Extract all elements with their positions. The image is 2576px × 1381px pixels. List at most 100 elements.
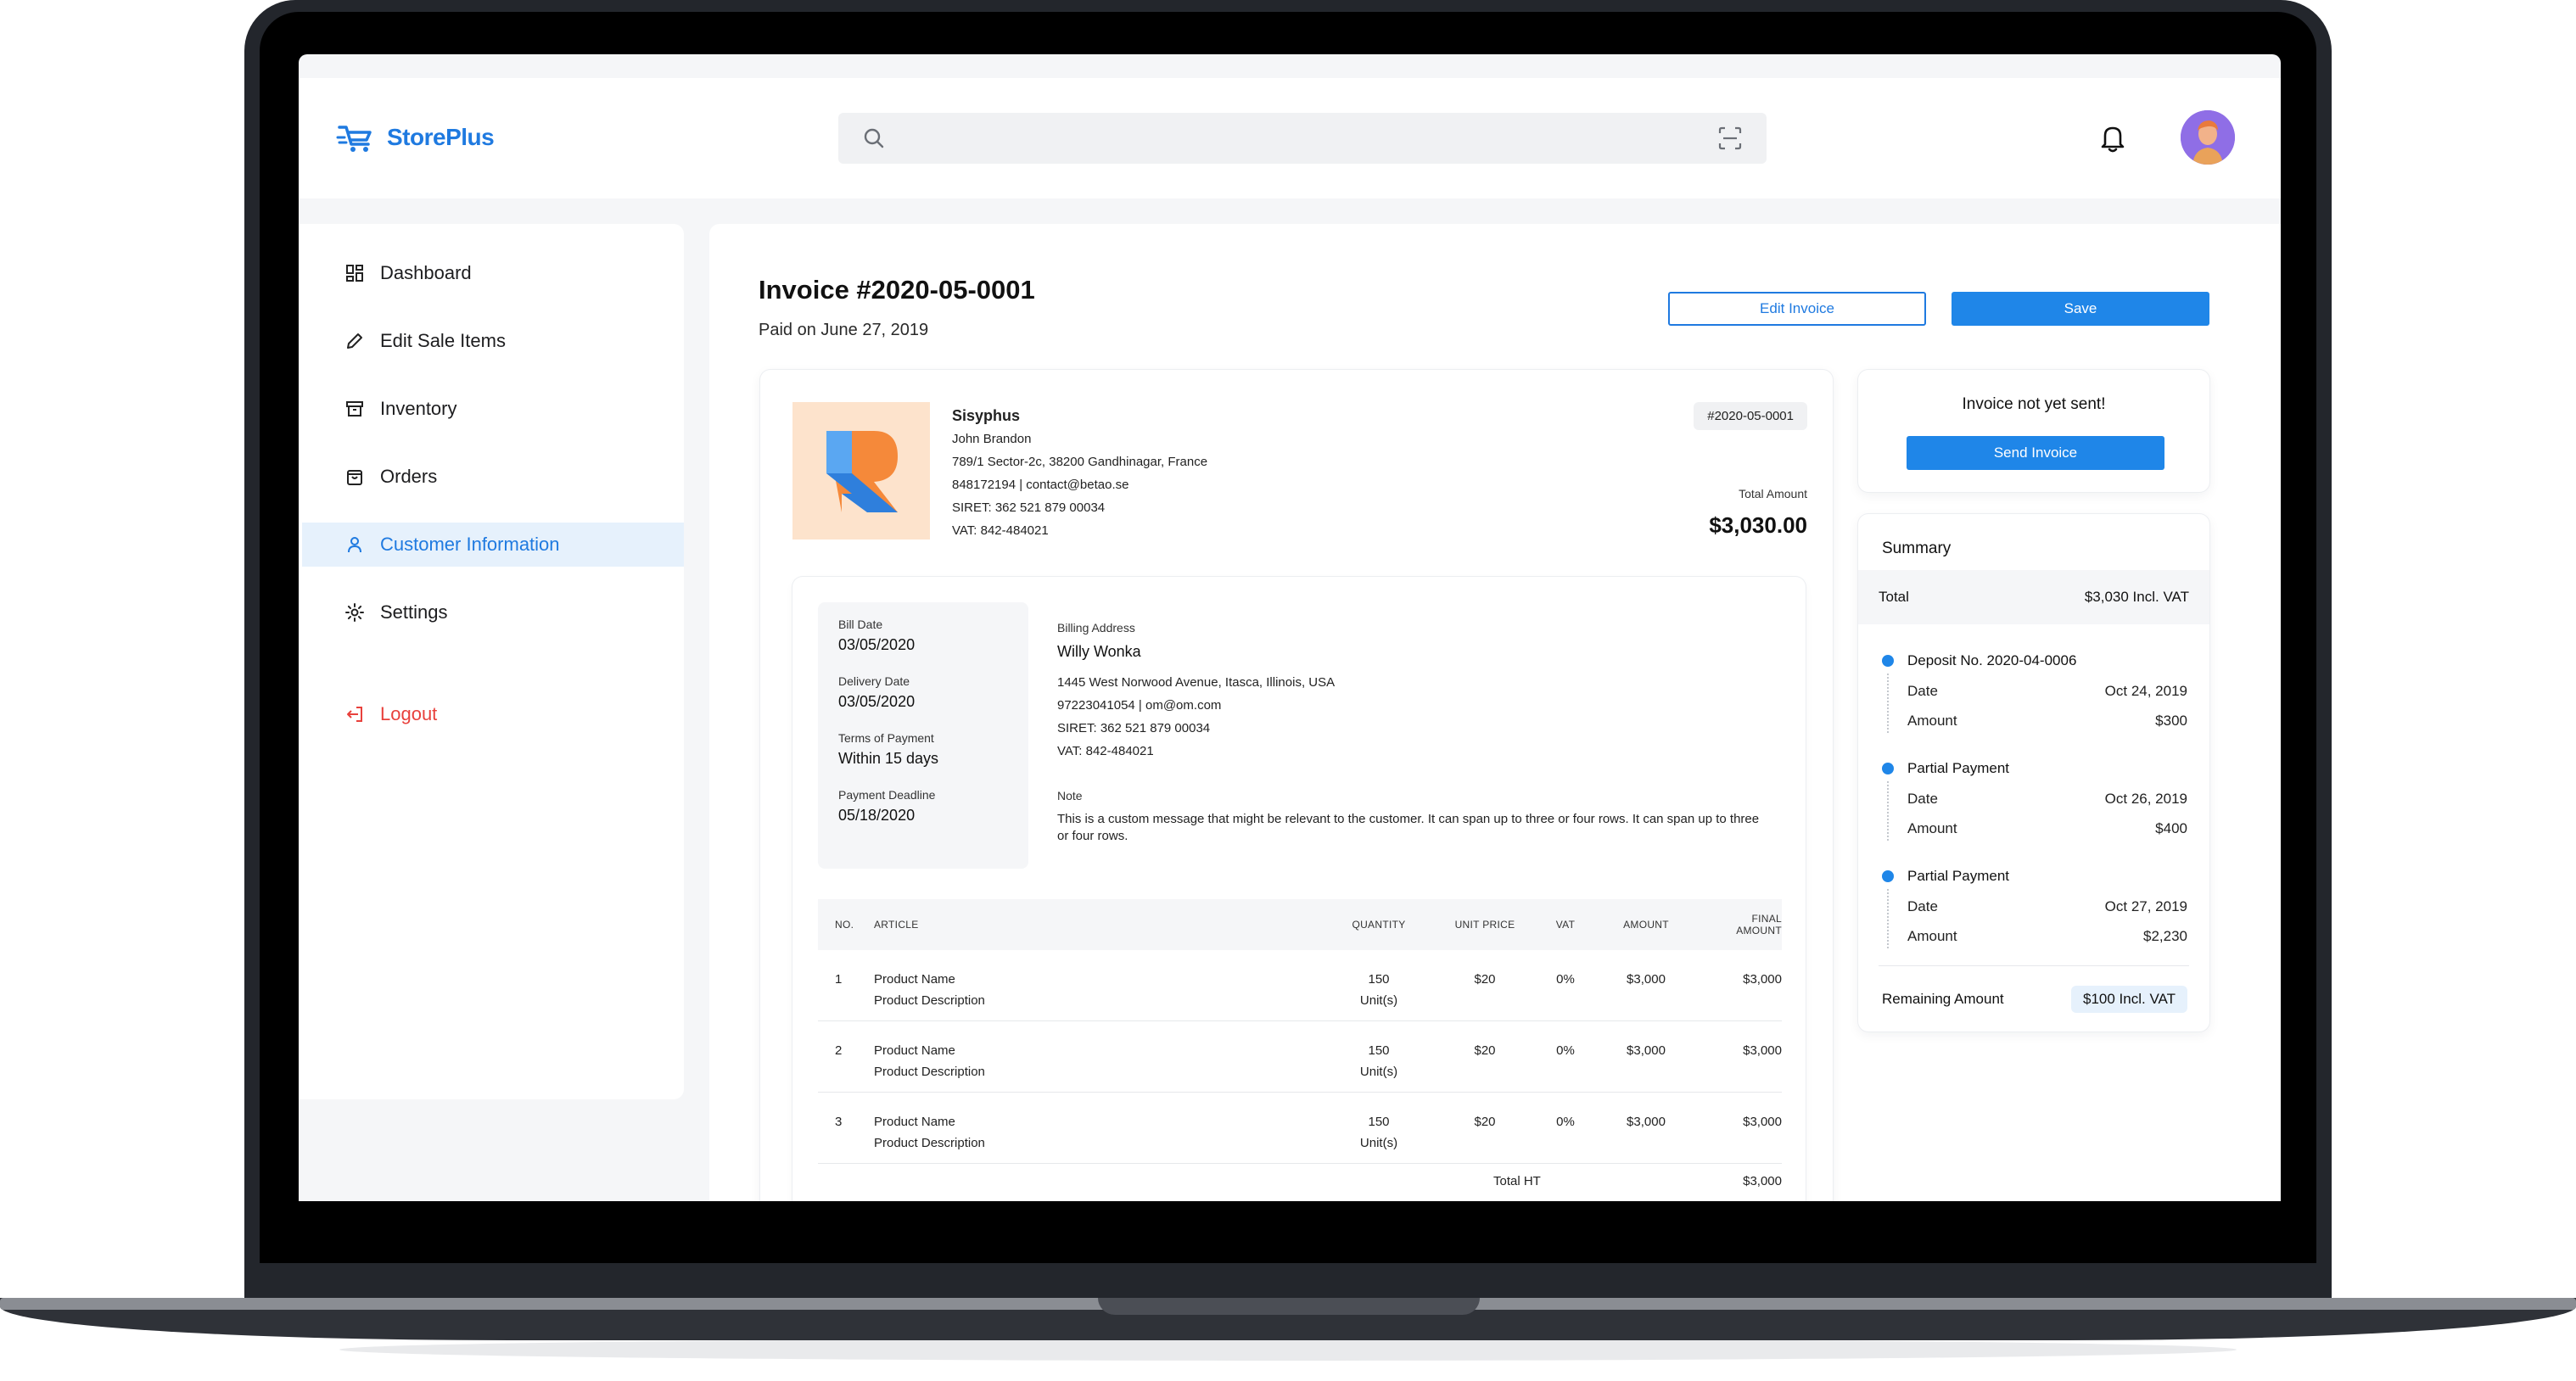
- payment-amount-label: Amount: [1907, 928, 1957, 944]
- sidebar-item-label: Orders: [380, 466, 438, 487]
- billing-address-label: Billing Address: [1057, 621, 1135, 635]
- cell-article: Product Name Product Description: [874, 969, 1324, 1011]
- top-bar: StorePlus: [299, 78, 2281, 198]
- quantity-value: 150: [1368, 1115, 1390, 1129]
- send-status-card: Invoice not yet sent! Send Invoice: [1858, 370, 2209, 492]
- cell-final-amount: $3,000: [1743, 972, 1782, 987]
- summary-total-label: Total: [1879, 589, 1909, 605]
- note-label: Note: [1057, 789, 1083, 802]
- payment-date: Oct 26, 2019: [2104, 791, 2187, 807]
- remaining-amount-label: Remaining Amount: [1882, 991, 2004, 1007]
- payment-date: Oct 24, 2019: [2104, 683, 2187, 699]
- cell-article: Product Name Product Description: [874, 1040, 1324, 1082]
- sidebar-item-settings[interactable]: Settings: [302, 590, 684, 635]
- cell-quantity: 150 Unit(s): [1324, 1111, 1434, 1154]
- payment-entry: Partial Payment Date Oct 27, 2019 Amount $…: [1882, 865, 2187, 948]
- table-header: NO. ARTICLE QUANTITY UNIT PRICE VAT AMOU…: [818, 899, 1782, 950]
- company-siret: SIRET: 362 521 879 00034: [952, 500, 1106, 515]
- search-bar[interactable]: [838, 113, 1767, 164]
- sidebar-item-orders[interactable]: Orders: [302, 455, 684, 499]
- total-ht-row: Total HT $3,000: [818, 1164, 1782, 1198]
- product-description: Product Description: [874, 993, 985, 1008]
- product-name: Product Name: [874, 972, 955, 987]
- company-name: Sisyphus: [952, 407, 1021, 424]
- header-final-amount: FINAL AMOUNT: [1697, 913, 1782, 937]
- header-amount: AMOUNT: [1623, 919, 1669, 931]
- bell-icon[interactable]: [2097, 122, 2128, 154]
- payment-title: Partial Payment: [1907, 868, 2009, 884]
- timeline-dot: [1882, 655, 1894, 667]
- cell-no: 1: [835, 972, 843, 987]
- table-row[interactable]: 3 Product Name Product Description 150 U…: [818, 1093, 1782, 1164]
- save-button[interactable]: Save: [1952, 292, 2209, 326]
- summary-card: Summary Total $3,030 Incl. VAT Deposit N…: [1858, 514, 2209, 1032]
- table-row[interactable]: 2 Product Name Product Description 150 U…: [818, 1021, 1782, 1093]
- scan-icon[interactable]: [1717, 126, 1743, 151]
- avatar[interactable]: [2181, 110, 2235, 165]
- bill-date-value: 03/05/2020: [838, 636, 916, 653]
- cell-amount: $3,000: [1627, 972, 1666, 987]
- deadline-value: 05/18/2020: [838, 807, 916, 824]
- timeline-dot: [1882, 870, 1894, 882]
- product-name: Product Name: [874, 1043, 955, 1058]
- cart-logo-icon: [336, 126, 372, 152]
- company-logo: [792, 402, 930, 540]
- header-final-line-2: AMOUNT: [1736, 925, 1782, 937]
- payment-title: Partial Payment: [1907, 760, 2009, 776]
- cell-no: 3: [835, 1115, 843, 1129]
- quantity-value: 150: [1368, 972, 1390, 987]
- cell-vat: 0%: [1556, 972, 1575, 987]
- sidebar: Dashboard Edit Sale Items Inventory Orde…: [299, 224, 684, 1099]
- cell-final-amount: $3,000: [1743, 1115, 1782, 1129]
- user-avatar-icon: [2181, 110, 2235, 165]
- delivery-date-label: Delivery Date: [838, 674, 910, 688]
- laptop-notch: [1098, 1298, 1480, 1315]
- gear-icon: [345, 603, 364, 622]
- summary-title: Summary: [1882, 540, 1952, 557]
- send-invoice-button[interactable]: Send Invoice: [1907, 436, 2164, 470]
- search-input[interactable]: [898, 123, 1661, 154]
- summary-total-value: $3,030 Incl. VAT: [2084, 589, 2189, 605]
- timeline-connector: [1887, 674, 1889, 733]
- payment-title: Deposit No. 2020-04-0006: [1907, 652, 2077, 668]
- header-quantity: QUANTITY: [1352, 919, 1406, 931]
- laptop-shadow: [339, 1339, 2237, 1361]
- timeline-connector: [1887, 889, 1889, 948]
- cell-quantity: 150 Unit(s): [1324, 1040, 1434, 1082]
- edit-invoice-button[interactable]: Edit Invoice: [1668, 292, 1926, 326]
- payment-amount-label: Amount: [1907, 713, 1957, 729]
- payment-date-row: Date Oct 26, 2019: [1907, 788, 2187, 810]
- terms-value: Within 15 days: [838, 750, 939, 767]
- cell-unit-price: $20: [1474, 1043, 1496, 1058]
- deadline-label: Payment Deadline: [838, 788, 936, 802]
- payment-date: Oct 27, 2019: [2104, 898, 2187, 914]
- billing-siret: SIRET: 362 521 879 00034: [1057, 721, 1211, 735]
- table-row[interactable]: 1 Product Name Product Description 150 U…: [818, 950, 1782, 1021]
- bill-date-label: Bill Date: [838, 618, 883, 631]
- sidebar-item-inventory[interactable]: Inventory: [302, 387, 684, 431]
- sidebar-item-dashboard[interactable]: Dashboard: [302, 251, 684, 295]
- billing-street: 1445 West Norwood Avenue, Itasca, Illino…: [1057, 675, 1336, 690]
- items-table: NO. ARTICLE QUANTITY UNIT PRICE VAT AMOU…: [818, 899, 1782, 1198]
- sidebar-item-customer-information[interactable]: Customer Information: [302, 523, 684, 567]
- sidebar-item-label: Customer Information: [380, 534, 560, 555]
- pencil-icon: [347, 333, 362, 349]
- invoice-number-badge: #2020-05-0001: [1694, 402, 1807, 430]
- cell-no: 2: [835, 1043, 843, 1058]
- total-ht-label: Total HT: [1493, 1173, 1541, 1188]
- company-phone-email: 848172194 | contact@betao.se: [952, 478, 1129, 492]
- app-logo[interactable]: StorePlus: [336, 120, 495, 154]
- main-panel: Invoice #2020-05-0001 Paid on June 27, 2…: [709, 224, 2281, 1201]
- payment-date-label: Date: [1907, 683, 1938, 699]
- logout-button[interactable]: Logout: [302, 692, 684, 736]
- quantity-unit: Unit(s): [1359, 1065, 1398, 1079]
- cell-vat: 0%: [1556, 1043, 1575, 1058]
- company-contact: John Brandon: [952, 432, 1032, 446]
- logout-icon: [347, 707, 362, 722]
- company-vat: VAT: 842-484021: [952, 523, 1049, 538]
- sidebar-item-edit-sale-items[interactable]: Edit Sale Items: [302, 319, 684, 363]
- cell-vat: 0%: [1556, 1115, 1575, 1129]
- cell-unit-price: $20: [1474, 1115, 1496, 1129]
- quantity-value: 150: [1368, 1043, 1390, 1058]
- payment-date-label: Date: [1907, 898, 1938, 914]
